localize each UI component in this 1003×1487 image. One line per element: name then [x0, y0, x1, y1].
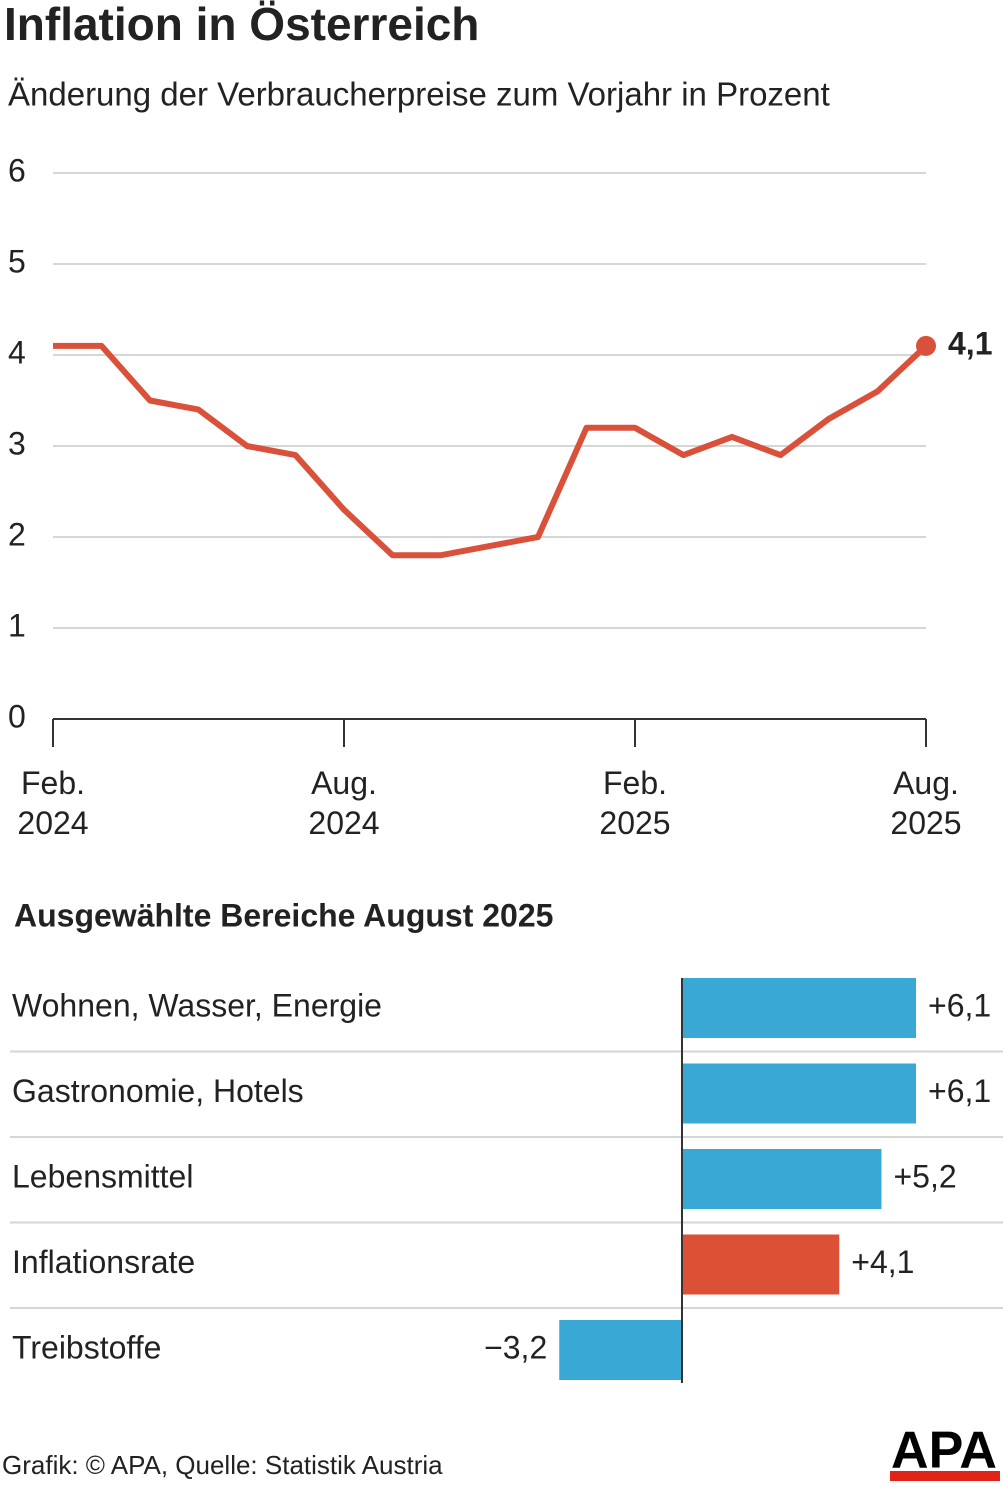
value-label: 4,1: [948, 325, 992, 361]
source: Grafik: © APA, Quelle: Statistik Austria: [2, 1450, 443, 1480]
category-label: Lebensmittel: [12, 1158, 193, 1194]
x-tick-label: Feb. 2025: [599, 765, 671, 841]
bar: [682, 1234, 840, 1295]
bar: [682, 1149, 882, 1209]
y-tick-label: 3: [8, 425, 26, 461]
y-tick-label: 0: [8, 698, 26, 734]
category-label: Gastronomie, Hotels: [12, 1073, 304, 1109]
category-label: Wohnen, Wasser, Energie: [12, 987, 382, 1023]
y-tick-label: 1: [8, 607, 26, 643]
value-label: +4,1: [851, 1244, 914, 1280]
line: [53, 342, 929, 559]
y-tick-label: 5: [8, 243, 26, 279]
bar: [682, 1063, 916, 1124]
value-label: +6,1: [928, 1073, 991, 1109]
value-label: +5,2: [893, 1158, 956, 1194]
logo-bar: [890, 1471, 1000, 1481]
x-tick-label: Feb. 2024: [17, 765, 89, 841]
x-tick-label: Aug. 2024: [308, 765, 380, 841]
value-label: +6,1: [928, 987, 991, 1023]
chart-subtitle: Änderung der Verbraucherpreise zum Vorja…: [8, 76, 830, 113]
end-point: [916, 335, 936, 356]
bar: [559, 1320, 682, 1380]
value-label: −3,2: [484, 1329, 547, 1365]
y-tick-label: 6: [8, 152, 26, 188]
y-tick-label: 4: [8, 334, 26, 370]
category-label: Inflationsrate: [12, 1244, 195, 1280]
y-tick-label: 2: [8, 516, 26, 552]
category-label: Treibstoffe: [12, 1329, 161, 1365]
bar: [682, 978, 916, 1038]
logo: APA: [891, 1422, 997, 1480]
chart-title: Inflation in Österreich: [4, 0, 479, 50]
x-tick-label: Aug. 2025: [890, 765, 962, 841]
section-title: Ausgewählte Bereiche August 2025: [14, 897, 553, 933]
